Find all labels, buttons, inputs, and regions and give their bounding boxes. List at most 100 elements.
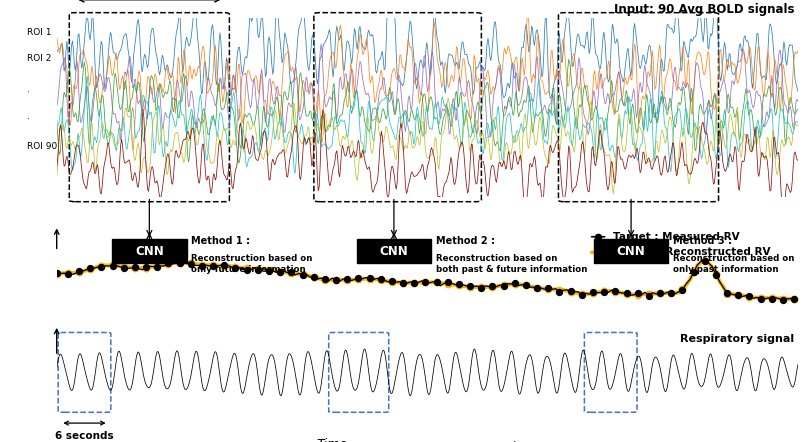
Point: [642, 292, 655, 299]
Point: [754, 294, 767, 301]
Point: [95, 263, 108, 271]
Text: 6 seconds: 6 seconds: [55, 431, 114, 441]
Point: [162, 259, 175, 267]
Text: Method 3 :: Method 3 :: [673, 236, 732, 246]
Point: [318, 276, 331, 283]
Point: [173, 259, 186, 266]
Point: [531, 285, 544, 292]
Point: [486, 283, 499, 290]
Point: [665, 290, 678, 297]
Point: [229, 263, 242, 271]
Point: [341, 276, 354, 283]
Point: [765, 295, 778, 302]
Point: [274, 268, 287, 275]
Point: [318, 276, 331, 283]
Point: [162, 260, 175, 267]
Point: [586, 290, 599, 297]
Point: [665, 290, 678, 297]
Point: [296, 271, 309, 278]
Point: [654, 290, 667, 297]
Point: [463, 283, 476, 290]
Point: [565, 288, 578, 295]
Point: [407, 279, 420, 286]
Point: [743, 293, 756, 300]
Point: [542, 286, 555, 293]
Point: [151, 263, 164, 270]
Point: [307, 273, 320, 280]
Point: [620, 290, 633, 297]
Point: [787, 296, 800, 303]
Point: [453, 281, 466, 288]
Point: [341, 276, 354, 283]
Point: [463, 283, 476, 290]
Point: [777, 296, 790, 303]
Point: [386, 278, 399, 285]
Text: ROI 2: ROI 2: [27, 54, 51, 63]
Point: [106, 262, 119, 269]
Text: Time: Time: [316, 438, 347, 442]
Text: Output : Reconstructed RV: Output : Reconstructed RV: [612, 247, 770, 257]
Point: [251, 266, 264, 273]
Point: [83, 265, 96, 272]
Point: [519, 281, 532, 288]
Point: [363, 275, 376, 282]
Point: [363, 275, 376, 282]
Point: [620, 290, 633, 297]
Point: [185, 260, 198, 267]
Point: [386, 278, 399, 286]
Point: [352, 274, 365, 282]
Point: [509, 279, 522, 286]
Point: [575, 290, 588, 297]
Point: [151, 263, 164, 271]
Point: [274, 269, 287, 276]
Point: [453, 282, 466, 289]
Point: [710, 271, 723, 278]
Point: [721, 290, 734, 297]
Point: [598, 289, 611, 296]
Text: CNN: CNN: [380, 244, 408, 258]
Point: [787, 295, 800, 302]
Point: [676, 287, 688, 294]
Point: [296, 271, 309, 278]
Point: [262, 266, 275, 273]
Point: [731, 291, 744, 298]
Point: [407, 280, 420, 287]
Text: .: .: [27, 85, 30, 94]
Point: [106, 263, 119, 270]
Point: [542, 285, 555, 292]
Point: [586, 289, 599, 296]
Point: [676, 286, 688, 293]
Point: [129, 264, 142, 271]
Point: [374, 277, 387, 284]
Text: Method 1 :: Method 1 :: [191, 236, 250, 246]
Point: [207, 262, 220, 269]
Point: [698, 257, 711, 264]
Point: [73, 267, 86, 274]
Point: [631, 290, 644, 297]
Point: [240, 265, 253, 272]
Point: [441, 280, 454, 287]
Point: [710, 271, 723, 278]
Point: [262, 268, 275, 275]
Text: ROI 90: ROI 90: [27, 142, 58, 151]
Point: [95, 263, 108, 270]
Point: [575, 291, 588, 298]
Text: Input: 90 Avg BOLD signals: Input: 90 Avg BOLD signals: [614, 3, 794, 16]
Point: [765, 295, 778, 302]
Point: [419, 279, 432, 286]
Text: CNN: CNN: [616, 244, 646, 258]
Point: [743, 293, 756, 300]
Point: [430, 279, 443, 286]
Point: [62, 270, 75, 277]
Point: [654, 290, 667, 297]
Point: [352, 276, 365, 283]
Point: [195, 263, 208, 270]
Point: [397, 280, 410, 287]
Point: [553, 289, 566, 296]
Point: [240, 266, 253, 273]
Point: [721, 290, 734, 297]
Point: [754, 296, 767, 303]
Point: [330, 277, 343, 284]
Point: [83, 266, 96, 273]
Point: [731, 291, 744, 298]
